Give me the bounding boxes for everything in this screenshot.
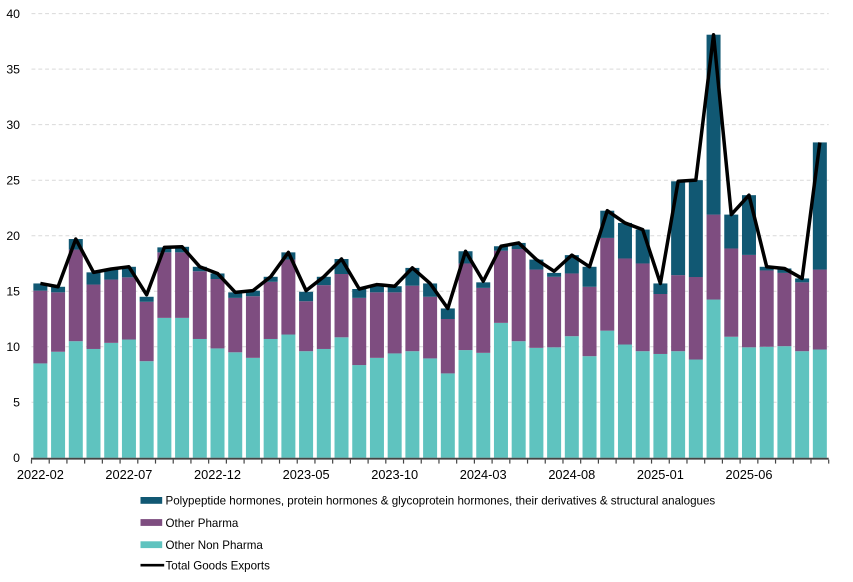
svg-text:2024-08: 2024-08 [548, 467, 595, 482]
svg-text:Polypeptide hormones, protein: Polypeptide hormones, protein hormones &… [166, 495, 716, 508]
svg-text:10: 10 [6, 340, 20, 354]
svg-text:2023-10: 2023-10 [371, 467, 418, 482]
svg-text:35: 35 [6, 62, 20, 76]
svg-text:0: 0 [13, 451, 20, 465]
svg-text:2022-12: 2022-12 [194, 467, 241, 482]
svg-text:2024-03: 2024-03 [460, 467, 507, 482]
svg-text:30: 30 [6, 118, 20, 132]
svg-text:Other Non Pharma: Other Non Pharma [166, 539, 264, 552]
svg-text:5: 5 [13, 396, 20, 410]
svg-text:25: 25 [6, 173, 20, 187]
svg-text:2022-02: 2022-02 [17, 467, 64, 482]
svg-text:2023-05: 2023-05 [283, 467, 330, 482]
svg-text:15: 15 [6, 284, 20, 298]
svg-text:2025-01: 2025-01 [637, 467, 684, 482]
svg-text:Other Pharma: Other Pharma [166, 517, 239, 530]
svg-text:2022-07: 2022-07 [105, 467, 152, 482]
svg-text:20: 20 [6, 229, 20, 243]
svg-text:Total Goods Exports: Total Goods Exports [166, 560, 271, 573]
svg-text:40: 40 [6, 7, 20, 21]
svg-text:2025-06: 2025-06 [726, 467, 773, 482]
